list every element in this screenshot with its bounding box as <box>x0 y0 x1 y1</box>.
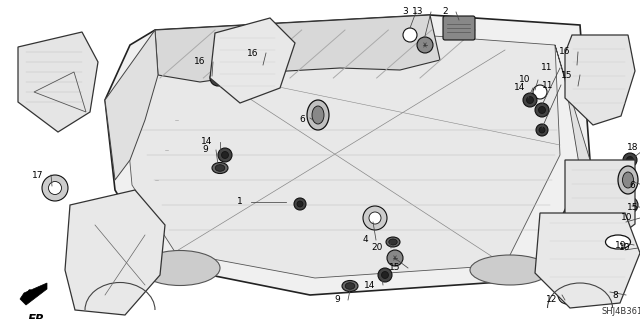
Ellipse shape <box>623 172 634 188</box>
Polygon shape <box>105 30 158 180</box>
Text: 9: 9 <box>334 295 340 305</box>
Polygon shape <box>565 160 635 240</box>
Text: SHJ4B3610D: SHJ4B3610D <box>602 308 640 316</box>
Circle shape <box>602 285 609 292</box>
Text: 8: 8 <box>612 291 618 300</box>
Text: 16: 16 <box>246 48 258 57</box>
Text: 1: 1 <box>237 197 243 206</box>
Circle shape <box>42 175 68 201</box>
Circle shape <box>573 61 587 75</box>
Circle shape <box>535 103 549 117</box>
Text: 15: 15 <box>388 263 400 272</box>
FancyBboxPatch shape <box>443 16 475 40</box>
Text: 20: 20 <box>372 243 383 253</box>
Text: 18: 18 <box>627 144 638 152</box>
Ellipse shape <box>312 106 324 124</box>
Ellipse shape <box>140 250 220 286</box>
Text: 6: 6 <box>629 181 635 189</box>
Circle shape <box>539 127 545 133</box>
Polygon shape <box>555 45 590 170</box>
Text: 15: 15 <box>561 70 572 79</box>
Circle shape <box>538 107 545 114</box>
Text: 16: 16 <box>193 57 205 66</box>
Circle shape <box>403 28 417 42</box>
Circle shape <box>261 64 269 72</box>
Ellipse shape <box>307 100 329 130</box>
Polygon shape <box>65 190 165 315</box>
Ellipse shape <box>388 239 397 245</box>
Circle shape <box>214 74 222 82</box>
Circle shape <box>387 250 403 266</box>
Polygon shape <box>210 18 295 103</box>
Circle shape <box>527 97 534 103</box>
Circle shape <box>623 153 637 167</box>
Text: 17: 17 <box>31 170 43 180</box>
Text: 14: 14 <box>200 137 212 146</box>
Polygon shape <box>105 15 590 295</box>
Circle shape <box>577 64 584 71</box>
Text: 10: 10 <box>621 213 632 222</box>
Circle shape <box>378 268 392 282</box>
Text: 15: 15 <box>627 204 638 212</box>
Circle shape <box>536 124 548 136</box>
Circle shape <box>533 85 547 99</box>
Text: 19: 19 <box>614 241 626 249</box>
Circle shape <box>613 243 627 257</box>
Text: 10: 10 <box>618 243 630 253</box>
Circle shape <box>49 182 61 195</box>
Text: 6: 6 <box>300 115 305 124</box>
Ellipse shape <box>212 162 228 174</box>
Text: 2: 2 <box>442 8 448 17</box>
Circle shape <box>598 281 612 295</box>
Circle shape <box>218 148 232 162</box>
Text: 11: 11 <box>541 63 552 72</box>
Text: 11: 11 <box>541 80 553 90</box>
Circle shape <box>210 70 226 86</box>
Circle shape <box>369 212 381 224</box>
Polygon shape <box>18 32 98 132</box>
Polygon shape <box>565 35 635 125</box>
Text: FR.: FR. <box>28 313 50 319</box>
Polygon shape <box>20 283 47 305</box>
Text: 10: 10 <box>518 76 530 85</box>
Ellipse shape <box>215 165 225 171</box>
Text: 14: 14 <box>364 280 375 290</box>
Circle shape <box>381 271 388 278</box>
Circle shape <box>523 93 537 107</box>
Circle shape <box>363 206 387 230</box>
Ellipse shape <box>342 280 358 292</box>
Circle shape <box>417 37 433 53</box>
Polygon shape <box>155 15 440 82</box>
Text: 16: 16 <box>559 48 570 56</box>
Circle shape <box>257 60 273 76</box>
Circle shape <box>558 286 576 304</box>
Ellipse shape <box>386 237 400 247</box>
Circle shape <box>297 201 303 207</box>
Circle shape <box>622 197 638 213</box>
Ellipse shape <box>345 283 355 289</box>
Circle shape <box>627 157 634 164</box>
Text: 9: 9 <box>202 145 208 154</box>
Ellipse shape <box>605 235 630 249</box>
Polygon shape <box>535 213 640 308</box>
Circle shape <box>616 213 630 227</box>
Text: 4: 4 <box>362 235 368 244</box>
Polygon shape <box>125 35 560 278</box>
Circle shape <box>573 81 587 95</box>
Circle shape <box>221 152 228 159</box>
Text: 3: 3 <box>403 8 408 17</box>
Ellipse shape <box>470 255 550 285</box>
Ellipse shape <box>618 166 638 194</box>
Text: 12: 12 <box>546 295 557 305</box>
Text: 13: 13 <box>412 8 423 17</box>
Circle shape <box>294 198 306 210</box>
Text: 14: 14 <box>514 84 525 93</box>
